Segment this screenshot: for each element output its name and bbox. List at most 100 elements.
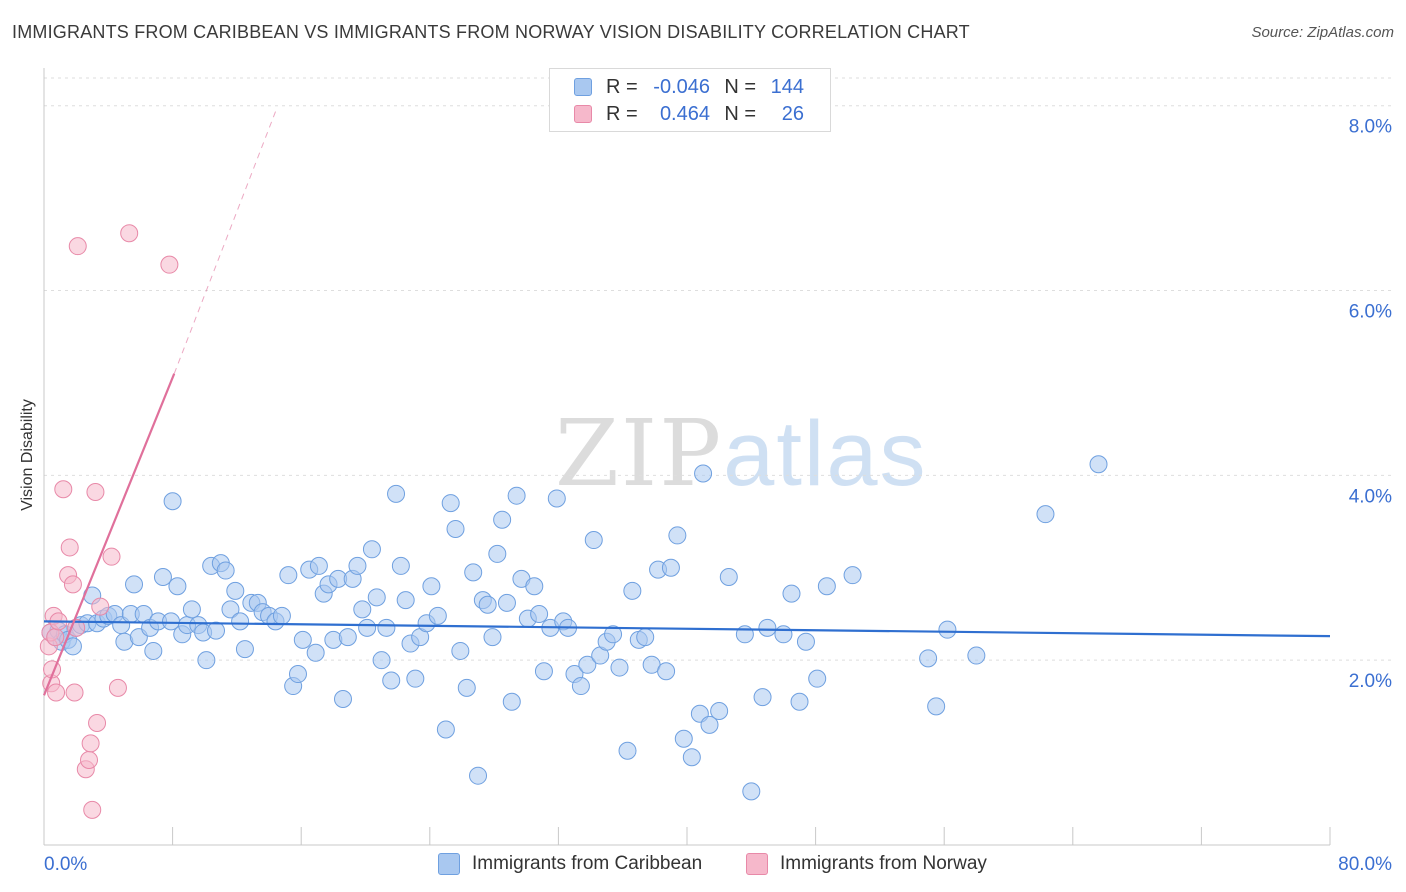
- norway-point: [46, 628, 65, 647]
- caribbean-point: [306, 643, 325, 662]
- chart-title: IMMIGRANTS FROM CARIBBEAN VS IMMIGRANTS …: [12, 22, 970, 42]
- caribbean-point: [457, 678, 476, 697]
- caribbean-point: [525, 577, 544, 596]
- caribbean-point: [488, 544, 507, 563]
- caribbean-point: [742, 782, 761, 801]
- caribbean-point: [700, 715, 719, 734]
- caribbean-point: [796, 632, 815, 651]
- correlation-legend: R = -0.046 N = 144 R = 0.464 N = 26: [549, 68, 831, 132]
- y-tick-label: 8.0%: [1349, 117, 1392, 138]
- caribbean-point: [497, 593, 516, 612]
- norway-point: [120, 224, 139, 243]
- y-tick-label: 6.0%: [1349, 302, 1392, 323]
- caribbean-point: [547, 489, 566, 508]
- norway-trend-extension: [173, 107, 278, 374]
- source-attribution: Source: ZipAtlas.com: [1251, 24, 1394, 41]
- watermark: ZIPatlas: [555, 400, 928, 507]
- caribbean-point: [279, 566, 298, 585]
- caribbean-point: [478, 595, 497, 614]
- norway-point: [81, 734, 100, 753]
- caribbean-point: [272, 606, 291, 625]
- caribbean-point: [578, 655, 597, 674]
- legend-swatch-norway: [574, 105, 592, 123]
- caribbean-point: [358, 618, 377, 637]
- caribbean-point: [288, 665, 307, 684]
- caribbean-point: [144, 641, 163, 660]
- y-tick-label: 4.0%: [1349, 486, 1392, 507]
- caribbean-point: [362, 540, 381, 559]
- norway-point: [102, 547, 121, 566]
- caribbean-point: [483, 628, 502, 647]
- caribbean-point: [221, 600, 240, 619]
- norway-point: [65, 683, 84, 702]
- caribbean-point: [710, 702, 729, 721]
- caribbean-point: [668, 526, 687, 545]
- caribbean-point: [377, 618, 396, 637]
- caribbean-point: [584, 531, 603, 550]
- caribbean-point: [753, 688, 772, 707]
- caribbean-point: [919, 649, 938, 668]
- caribbean-point: [153, 568, 172, 587]
- legend-n-value: 144: [770, 75, 804, 98]
- caribbean-point: [817, 577, 836, 596]
- caribbean-point: [441, 494, 460, 513]
- caribbean-point: [967, 646, 986, 665]
- caribbean-point: [348, 556, 367, 575]
- bottom-legend-norway: Immigrants from Norway: [746, 851, 987, 877]
- caribbean-point: [790, 692, 809, 711]
- legend-row-caribbean: R = -0.046 N = 144: [574, 75, 804, 99]
- caribbean-point: [534, 662, 553, 681]
- norway-point: [83, 800, 102, 819]
- caribbean-point: [163, 492, 182, 511]
- x-tick-label-max: 80.0%: [1338, 854, 1392, 875]
- caribbean-point: [1089, 455, 1108, 474]
- caribbean-point: [428, 606, 447, 625]
- caribbean-point: [493, 510, 512, 529]
- caribbean-point: [674, 729, 693, 748]
- caribbean-point: [231, 612, 250, 631]
- caribbean-point: [367, 588, 386, 607]
- legend-row-norway: R = 0.464 N = 26: [574, 102, 804, 126]
- bottom-legend-caribbean: Immigrants from Caribbean: [438, 851, 702, 877]
- caribbean-point: [623, 581, 642, 600]
- norway-point: [54, 480, 73, 499]
- norway-point: [63, 575, 82, 594]
- legend-n-label: N =: [724, 75, 756, 98]
- legend-r-label: R =: [606, 102, 638, 125]
- caribbean-point: [782, 584, 801, 603]
- caribbean-point: [216, 561, 235, 580]
- caribbean-point: [618, 741, 637, 760]
- caribbean-point: [502, 692, 521, 711]
- caribbean-point: [293, 630, 312, 649]
- norway-point: [160, 255, 179, 274]
- caribbean-point: [657, 662, 676, 681]
- caribbean-point: [610, 658, 629, 677]
- caribbean-point: [391, 556, 410, 575]
- bottom-legend-label-caribbean: Immigrants from Caribbean: [472, 853, 703, 874]
- norway-point: [86, 482, 105, 501]
- caribbean-point: [382, 671, 401, 690]
- caribbean-point: [661, 558, 680, 577]
- caribbean-point: [571, 677, 590, 696]
- caribbean-point: [125, 575, 144, 594]
- caribbean-point: [719, 568, 738, 587]
- caribbean-point: [226, 581, 245, 600]
- caribbean-point: [446, 519, 465, 538]
- legend-swatch-caribbean: [574, 78, 592, 96]
- norway-point: [80, 750, 99, 769]
- caribbean-point: [464, 563, 483, 582]
- caribbean-point: [451, 641, 470, 660]
- caribbean-point: [422, 577, 441, 596]
- caribbean-point: [636, 628, 655, 647]
- caribbean-point: [197, 651, 216, 670]
- caribbean-point: [338, 628, 357, 647]
- caribbean-point: [406, 669, 425, 688]
- bottom-legend-label-norway: Immigrants from Norway: [780, 853, 987, 874]
- caribbean-point: [372, 651, 391, 670]
- caribbean-point: [682, 748, 701, 767]
- norway-point: [47, 683, 66, 702]
- caribbean-point: [396, 591, 415, 610]
- norway-point: [60, 538, 79, 557]
- caribbean-point: [168, 577, 187, 596]
